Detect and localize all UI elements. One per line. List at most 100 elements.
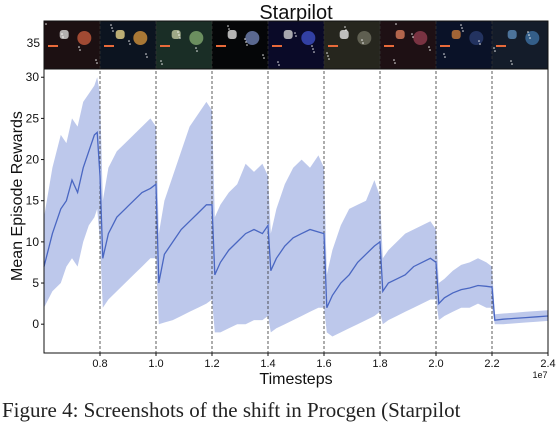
- thumbnail-star: [478, 40, 480, 42]
- environment-thumbnail: [44, 21, 100, 69]
- thumbnail-planet: [469, 31, 484, 45]
- thumbnail-star: [429, 49, 431, 51]
- thumbnail-ship: [104, 45, 114, 47]
- thumbnail-ship: [272, 45, 282, 47]
- thumbnail-star: [244, 38, 246, 40]
- x-tick-label: 2.2: [484, 358, 499, 370]
- thumbnail-planet: [77, 31, 92, 45]
- thumbnail-star: [177, 31, 179, 33]
- x-tick-label: 1.4: [260, 358, 275, 370]
- y-tick-label: 25: [26, 111, 40, 125]
- thumbnail-star: [428, 46, 430, 48]
- thumbnail-ship: [48, 45, 58, 47]
- thumbnail-star: [178, 34, 180, 36]
- thumbnail-star: [311, 45, 313, 47]
- thumbnail-star: [129, 43, 131, 45]
- y-tick-label: 30: [26, 70, 40, 84]
- thumbnail-star: [78, 46, 80, 48]
- thumbnail-asteroid: [451, 30, 461, 39]
- thumbnail-ship: [496, 45, 506, 47]
- thumbnail-star: [294, 32, 296, 34]
- thumbnail-star: [444, 56, 446, 58]
- thumbnail-star: [479, 43, 481, 45]
- thumbnail-planet: [133, 31, 148, 45]
- confidence-band: [44, 77, 548, 337]
- thumbnail-ship: [216, 45, 226, 47]
- thumbnail-star: [262, 54, 264, 56]
- thumbnail-star: [493, 47, 495, 49]
- environment-thumbnail: [492, 21, 548, 69]
- thumbnail-strip-tick-label: 35: [27, 36, 41, 50]
- x-tick-label: 1.8: [372, 358, 387, 370]
- environment-thumbnail: [212, 21, 268, 69]
- thumbnail-star: [345, 29, 347, 31]
- thumbnail-star: [196, 50, 198, 52]
- thumbnail-star: [361, 39, 363, 41]
- y-axis-label: Mean Episode Rewards: [9, 111, 26, 281]
- chart-title: Starpilot: [259, 2, 333, 24]
- thumbnail-star: [246, 44, 248, 46]
- x-tick-label: 1.2: [204, 358, 219, 370]
- thumbnail-planet: [301, 31, 316, 45]
- x-tick-label: 1.6: [316, 358, 331, 370]
- environment-thumbnail: [100, 21, 156, 69]
- thumbnail-asteroid: [339, 30, 349, 39]
- thumbnail-star: [228, 28, 230, 30]
- thumbnail-star: [95, 59, 97, 61]
- thumbnail-star: [161, 63, 163, 65]
- plot-area: [43, 21, 549, 353]
- thumbnail-ship: [384, 45, 394, 47]
- thumbnail-strip: [44, 21, 548, 69]
- thumbnail-star: [344, 26, 346, 28]
- y-tick-label: 15: [26, 194, 40, 208]
- thumbnail-star: [461, 27, 463, 29]
- thumbnail-asteroid: [59, 30, 69, 39]
- x-axis-label: Timesteps: [259, 371, 332, 388]
- thumbnail-star: [160, 60, 162, 62]
- x-tick-label: 2.0: [428, 358, 443, 370]
- thumbnail-ship: [328, 45, 338, 47]
- x-tick-label: 1.0: [148, 358, 163, 370]
- plot-frame: [43, 68, 549, 354]
- mean-reward-line: [43, 131, 549, 321]
- thumbnail-star: [110, 24, 112, 26]
- thumbnail-star: [245, 41, 247, 43]
- thumbnail-star: [529, 37, 531, 39]
- environment-thumbnail: [324, 21, 380, 69]
- thumbnail-star: [511, 63, 513, 65]
- thumbnail-star: [494, 50, 496, 52]
- thumbnail-star: [312, 48, 314, 50]
- thumbnail-star: [112, 30, 114, 32]
- thumbnail-asteroid: [395, 30, 405, 39]
- thumbnail-asteroid: [115, 30, 125, 39]
- y-tick-label: 5: [32, 276, 39, 290]
- thumbnail-star: [61, 33, 63, 35]
- thumbnail-planet: [357, 31, 372, 45]
- environment-thumbnail: [268, 21, 324, 69]
- y-tick-label: 0: [32, 317, 39, 331]
- thumbnail-planet: [413, 31, 428, 45]
- figure-caption: Figure 4: Screenshots of the shift in Pr…: [2, 398, 461, 422]
- thumbnail-star: [277, 61, 279, 63]
- thumbnail-star: [510, 60, 512, 62]
- thumbnail-star: [295, 35, 297, 37]
- thumbnail-star: [395, 23, 397, 25]
- thumbnail-star: [443, 53, 445, 55]
- thumbnail-star: [327, 55, 329, 57]
- thumbnail-star: [528, 34, 530, 36]
- axes: 0.8 1.0 1.2 1.4 1.6 1.8 2.0 2.2 2.4 0 5 10 15 20 25 30: [26, 70, 556, 370]
- environment-thumbnail: [436, 21, 492, 69]
- thumbnail-star: [79, 49, 81, 51]
- environment-thumbnail: [380, 21, 436, 69]
- thumbnail-star: [146, 56, 148, 58]
- thumbnail-star: [394, 62, 396, 64]
- thumbnail-asteroid: [283, 30, 293, 39]
- thumbnail-star: [362, 42, 364, 44]
- x-axis-multiplier: 1e7: [532, 370, 547, 380]
- thumbnail-star: [393, 59, 395, 61]
- thumbnail-star: [111, 27, 113, 29]
- thumbnail-star: [278, 64, 280, 66]
- y-tick-label: 20: [26, 153, 40, 167]
- thumbnail-ship: [440, 45, 450, 47]
- thumbnail-star: [128, 40, 130, 42]
